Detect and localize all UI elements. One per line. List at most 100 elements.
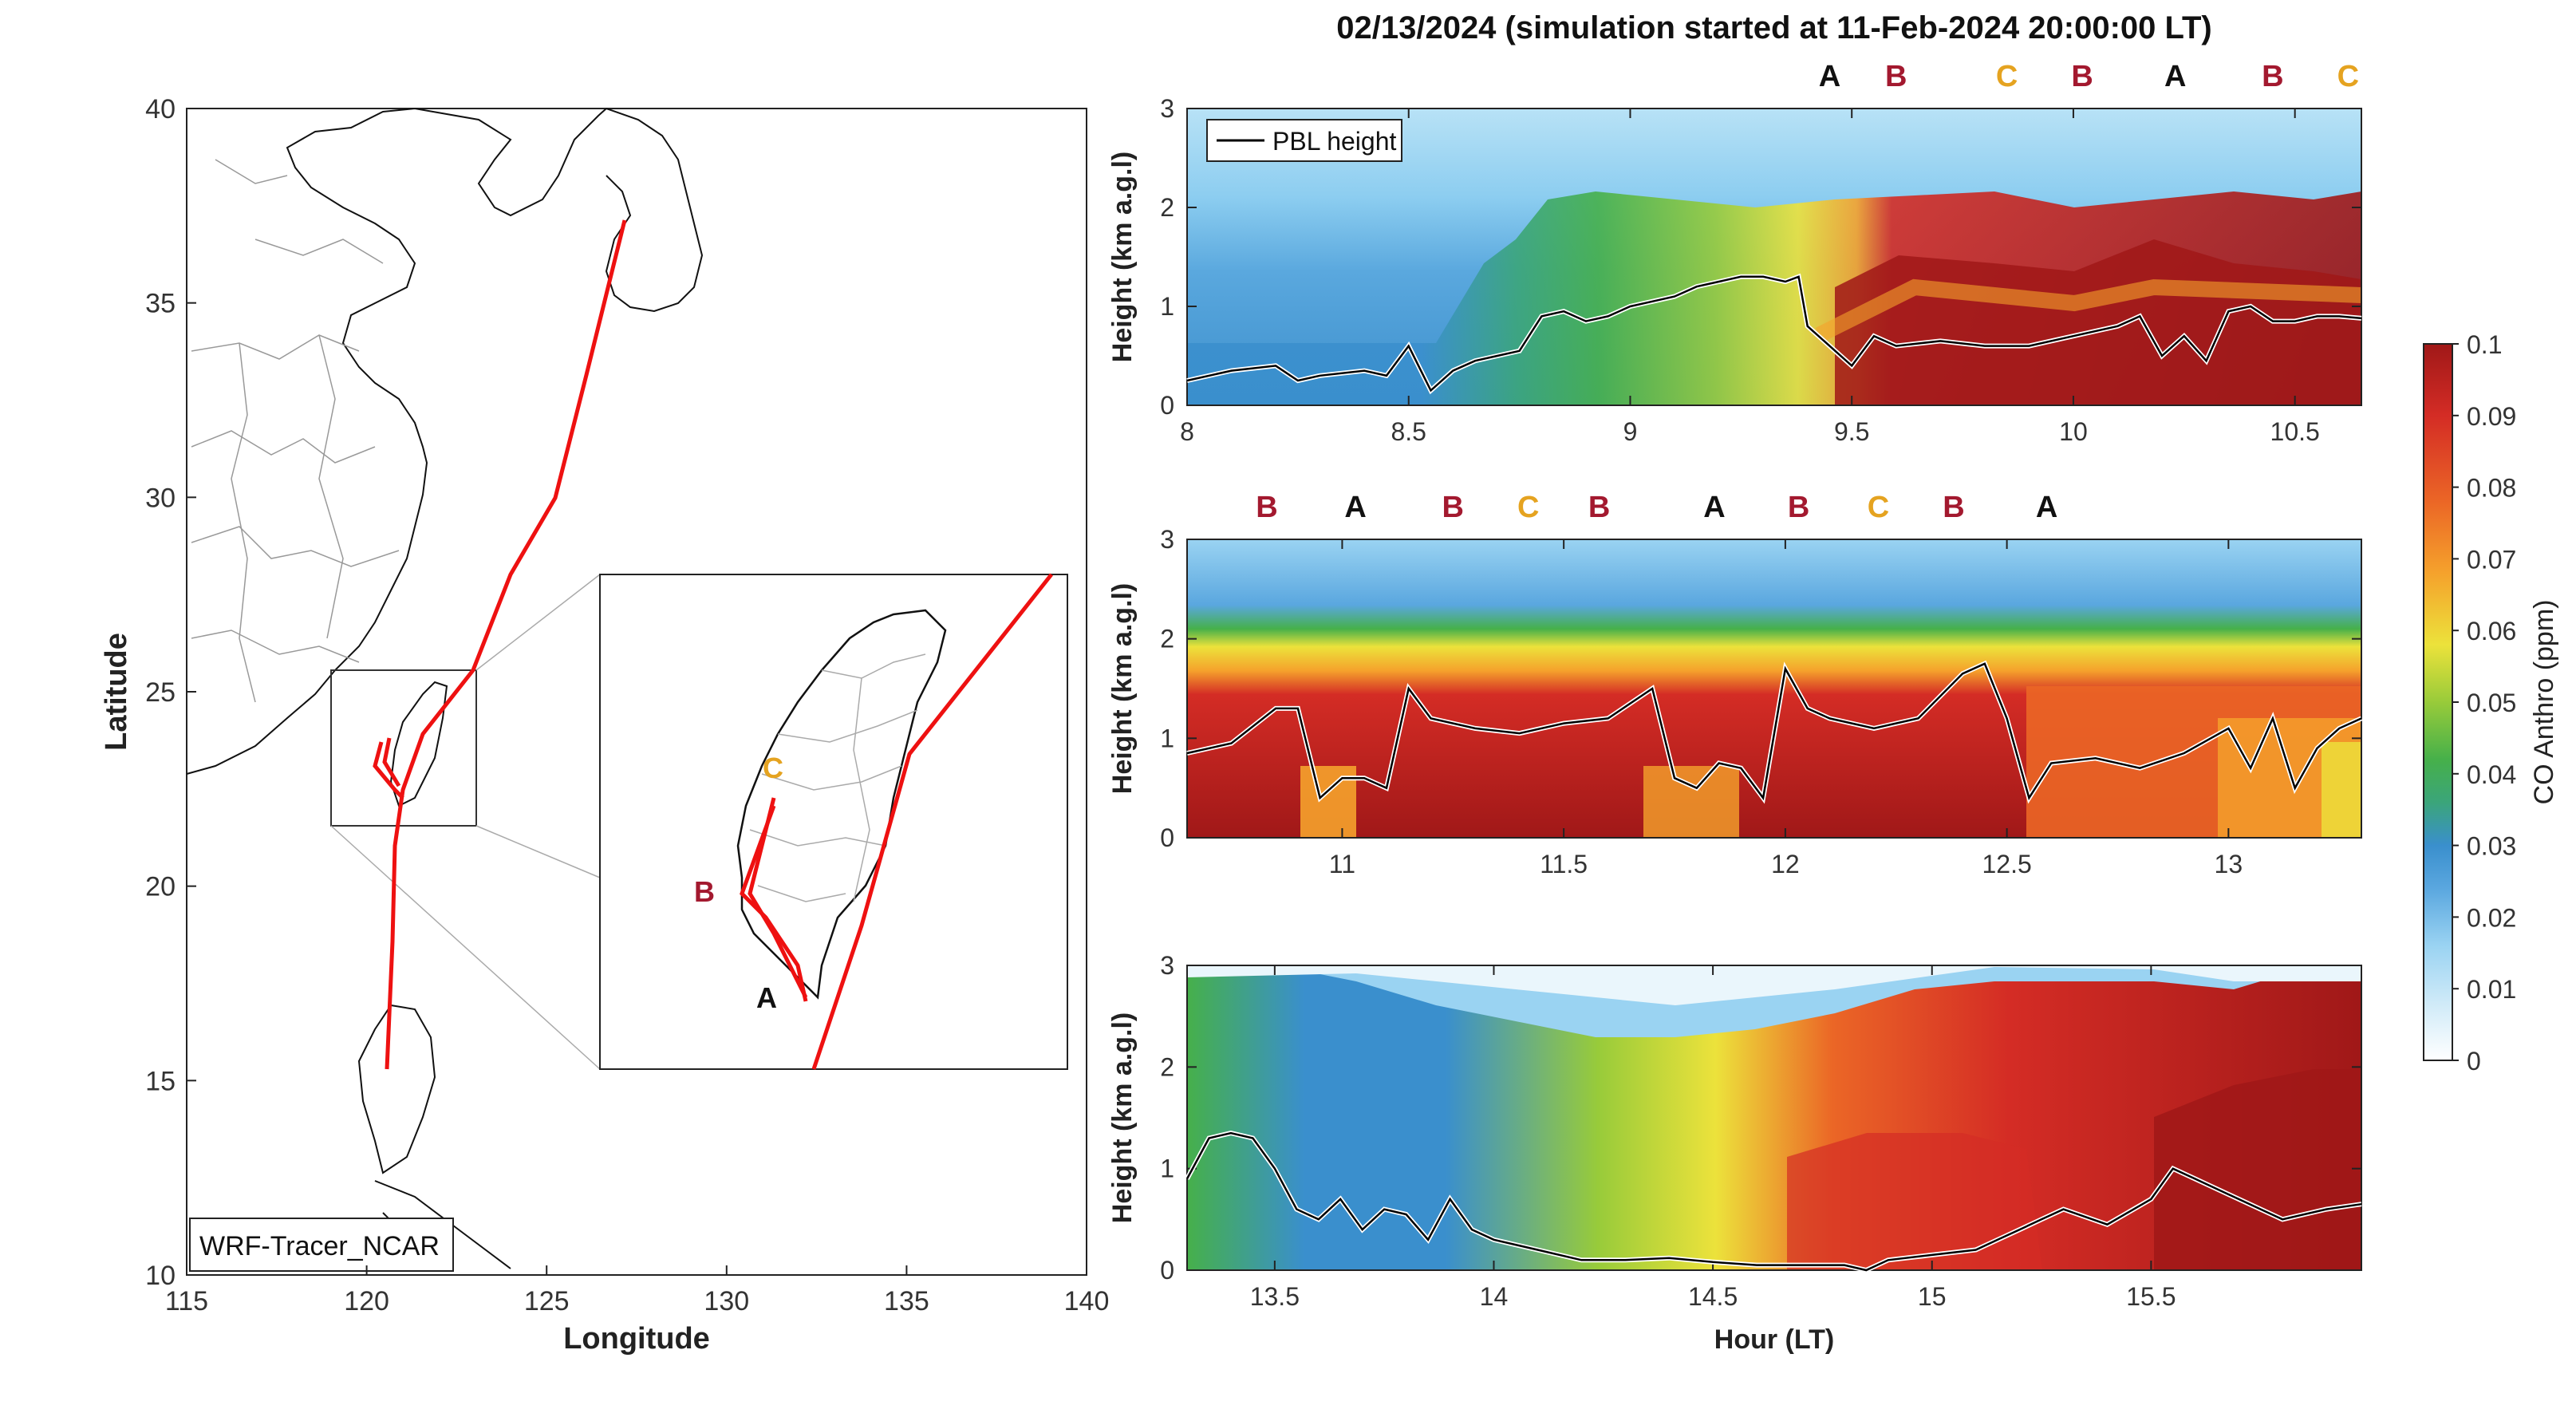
trajectory-marker-a: A xyxy=(1819,60,1840,93)
trajectory-marker-a: A xyxy=(2164,60,2186,93)
colorbar: 0.10.090.080.070.060.050.040.030.020.010… xyxy=(2423,330,2559,1076)
trajectory-marker-c: C xyxy=(1868,491,1889,524)
colorbar-tick-label: 0.02 xyxy=(2467,903,2516,932)
philippines-luzon xyxy=(357,1004,436,1174)
pbl-height-line xyxy=(1186,662,2362,801)
ytick-label: 0 xyxy=(1160,391,1174,420)
trajectory-main xyxy=(385,219,627,1070)
map-ytick-label: 20 xyxy=(145,872,176,902)
ytick-label: 1 xyxy=(1160,292,1174,321)
colorbar-tick-label: 0 xyxy=(2467,1047,2481,1076)
panel-2-ylabel: Height (km a.g.l) xyxy=(1107,583,1138,794)
model-label-box xyxy=(189,1218,454,1272)
panel-2-pbl-line xyxy=(1186,660,2363,804)
panel-1-frame xyxy=(1186,108,2362,406)
map-xlabel: Longitude xyxy=(563,1322,710,1356)
panel-3-xlabel: Hour (LT) xyxy=(1714,1324,1834,1355)
trajectory-marker-b: B xyxy=(2262,60,2283,93)
ytick-label: 1 xyxy=(1160,1155,1174,1183)
ytick-label: 3 xyxy=(1160,94,1174,123)
inset-trajectory-c xyxy=(748,797,808,999)
colorbar-tick-label: 0.09 xyxy=(2467,402,2516,431)
trajectory-marker-b: B xyxy=(1943,491,1964,524)
trajectory-marker-b: B xyxy=(1442,491,1464,524)
trajectory-marker-a: A xyxy=(1703,491,1725,524)
xtick-label: 10.5 xyxy=(2270,417,2320,446)
map-ylabel: Latitude xyxy=(100,633,133,751)
pbl-height-line xyxy=(1186,275,2362,393)
xtick-label: 15 xyxy=(1918,1282,1947,1311)
trajectory-marker-c: C xyxy=(1996,60,2018,93)
xtick-label: 11.5 xyxy=(1540,850,1588,878)
panel-3-ylabel: Height (km a.g.l) xyxy=(1107,1012,1138,1223)
colorbar-ramp xyxy=(2423,343,2453,1061)
xtick-label: 12.5 xyxy=(1982,850,2031,878)
xtick-label: 11 xyxy=(1329,850,1355,878)
map-xtick-label: 115 xyxy=(165,1286,208,1316)
inset-frame xyxy=(599,574,1068,1070)
panel-3-pbl-line xyxy=(1185,1131,2362,1273)
panel-2-frame xyxy=(1186,539,2362,839)
ytick-label: 3 xyxy=(1160,525,1174,554)
map-xtick-label: 135 xyxy=(884,1286,929,1316)
legend-pbl-label: PBL height xyxy=(1272,127,1396,156)
ytick-label: 0 xyxy=(1160,823,1174,852)
panel-3-frame xyxy=(1186,965,2362,1271)
panel-1-pbl-line xyxy=(1186,273,2362,395)
panel-3-axes: 13.5 14 14.5 15 15.5 0 1 2 3 xyxy=(1160,951,2361,1311)
ytick-label: 2 xyxy=(1160,1052,1174,1081)
ytick-label: 3 xyxy=(1160,951,1174,980)
pbl-height-line xyxy=(1185,1131,2362,1272)
map-ytick-label: 40 xyxy=(145,94,176,124)
map-xtick-label: 130 xyxy=(704,1286,749,1316)
xtick-label: 13 xyxy=(2215,850,2243,878)
trajectory-marker-a: A xyxy=(2036,491,2057,524)
map-ytick-label: 30 xyxy=(145,483,176,513)
colorbar-tick-label: 0.07 xyxy=(2467,545,2516,574)
panel-1-ylabel: Height (km a.g.l) xyxy=(1107,152,1138,362)
inset-trajectory-main xyxy=(811,573,1053,1070)
colorbar-tick-label: 0.04 xyxy=(2467,760,2516,789)
map-axes: 115 120 125 130 135 140 40 35 30 25 20 15 10 xyxy=(145,94,1109,1316)
taiwan-inset: C B A xyxy=(599,573,1068,1070)
colorbar-tick-label: 0.06 xyxy=(2467,617,2516,645)
trajectory-c xyxy=(382,737,401,787)
korea-coastline xyxy=(605,108,704,313)
model-label: WRF-Tracer_NCAR xyxy=(199,1231,440,1261)
trajectory-marker-b: B xyxy=(1256,491,1277,524)
trajectory-marker-c: C xyxy=(1517,491,1539,524)
ytick-label: 2 xyxy=(1160,193,1174,222)
panel-1-legend: PBL height xyxy=(1206,119,1402,162)
panel-3: 13.5 14 14.5 15 15.5 0 1 2 3 Height (km a.g.l) H… xyxy=(1107,951,2362,1355)
ytick-label: 1 xyxy=(1160,724,1174,752)
ytick-label: 0 xyxy=(1160,1256,1174,1285)
trajectory-b xyxy=(373,741,404,799)
colorbar-tick-label: 0.08 xyxy=(2467,474,2516,503)
taiwan-island xyxy=(389,681,448,807)
colorbar-tick-label: 0.03 xyxy=(2467,832,2516,861)
xtick-label: 13.5 xyxy=(1250,1282,1300,1311)
china-coastline xyxy=(186,107,607,775)
ytick-label: 2 xyxy=(1160,625,1174,653)
xtick-label: 10 xyxy=(2059,417,2088,446)
inset-label-b: B xyxy=(694,875,715,908)
xtick-label: 8.5 xyxy=(1391,417,1426,446)
map-ytick-label: 15 xyxy=(145,1066,176,1096)
xtick-label: 14 xyxy=(1480,1282,1509,1311)
colorbar-tick-label: 0.01 xyxy=(2467,975,2516,1004)
inset-label-a: A xyxy=(756,981,777,1014)
xtick-label: 9 xyxy=(1623,417,1638,446)
map-xtick-label: 120 xyxy=(344,1286,389,1316)
panel-1: 8 8.5 9 9.5 10 10.5 0 1 2 3 A B C B A B C PBL height He… xyxy=(1107,60,2362,446)
trajectory-marker-c: C xyxy=(2337,60,2359,93)
figure-title: 02/13/2024 (simulation started at 11-Feb… xyxy=(1336,10,2212,45)
colorbar-tick-label: 0.1 xyxy=(2467,330,2502,359)
xtick-label: 12 xyxy=(1771,850,1800,878)
map-xtick-label: 140 xyxy=(1064,1286,1110,1316)
xtick-label: 8 xyxy=(1180,417,1194,446)
